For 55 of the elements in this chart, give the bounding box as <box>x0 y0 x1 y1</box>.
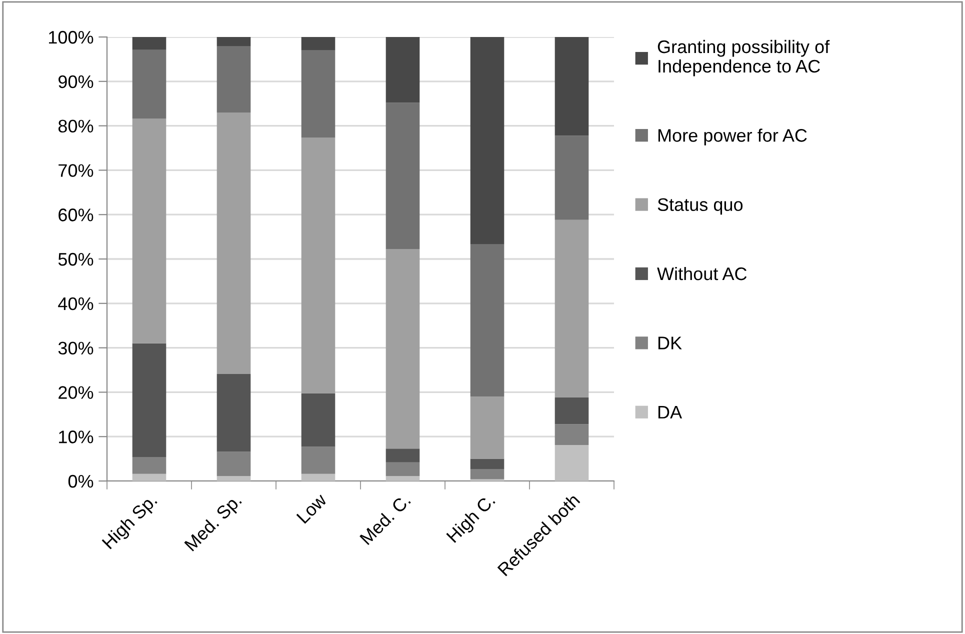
y-tick-label: 10% <box>59 430 94 444</box>
bar <box>216 37 251 46</box>
bar <box>470 458 504 470</box>
bar <box>301 37 336 50</box>
y-tick-label: 90% <box>58 75 94 88</box>
bar <box>470 37 504 244</box>
bar <box>216 112 251 374</box>
bar <box>554 424 589 446</box>
bar <box>386 249 420 449</box>
bar <box>554 136 589 220</box>
bar <box>386 448 420 462</box>
legend-label: More power for AC <box>658 128 807 146</box>
bar <box>216 374 251 452</box>
bar <box>554 220 589 398</box>
legend-label: DK <box>658 336 682 350</box>
bar <box>386 462 420 476</box>
bar <box>470 244 504 397</box>
legend-label: Status quo <box>658 198 743 215</box>
bar <box>216 452 251 476</box>
bar <box>386 476 420 481</box>
y-tick-label: 30% <box>58 342 94 355</box>
y-tick-label: 60% <box>58 208 94 222</box>
legend-label: DA <box>658 406 682 418</box>
y-tick-label: 20% <box>58 386 94 399</box>
y-tick-label: 40% <box>58 297 94 310</box>
bar <box>301 50 336 138</box>
y-tick-label: 70% <box>58 164 94 177</box>
x-tick-label: High Sp. <box>101 493 160 552</box>
bar <box>554 37 589 136</box>
y-tick-label: 80% <box>58 120 94 133</box>
bar <box>554 398 589 424</box>
bar <box>554 445 589 481</box>
y-tick-label: 100% <box>49 30 94 44</box>
bar <box>216 46 251 112</box>
bar <box>132 118 166 344</box>
x-tick-label: High C. <box>446 493 498 546</box>
bar <box>386 37 420 103</box>
bar <box>132 50 166 119</box>
x-tick-label: Low <box>296 492 328 524</box>
y-tick-label: 50% <box>58 252 94 266</box>
bar <box>132 37 166 50</box>
bar <box>386 102 420 250</box>
bar <box>301 474 336 481</box>
bar <box>132 343 166 458</box>
legend-label: Granting possibility of Independence to AC <box>658 40 830 76</box>
bar <box>132 474 166 481</box>
bar <box>216 476 251 481</box>
bar <box>301 446 336 474</box>
bar <box>132 457 166 474</box>
bar <box>301 394 336 447</box>
bar <box>470 469 504 480</box>
legend-label: Without AC <box>657 266 747 280</box>
bar <box>301 138 336 394</box>
bar <box>470 396 504 459</box>
y-tick-label: 0% <box>68 474 94 488</box>
